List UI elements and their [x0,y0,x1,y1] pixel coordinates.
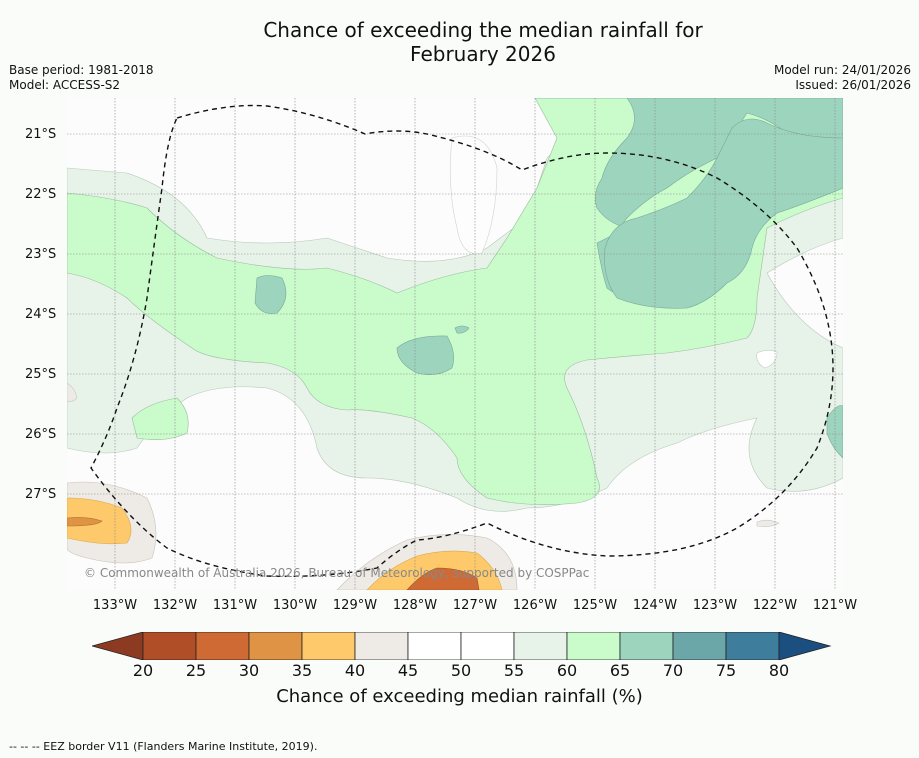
colorbar-tick: 35 [291,661,313,680]
graticule [67,98,843,590]
colorbar-tick: 45 [397,661,419,680]
colorbar-cell [142,632,197,660]
lat-label-25: 25°S [25,367,57,382]
lon-label-132: 132°W [152,598,198,613]
lon-label-127: 127°W [452,598,498,613]
colorbar-tick: 75 [715,661,737,680]
region-65-70-e [454,325,470,334]
lon-label-122: 122°W [752,598,798,613]
colorbar-label: Chance of exceeding median rainfall (%) [276,686,643,707]
colorbar-tick: 60 [556,661,578,680]
lon-label-124: 124°W [632,598,678,613]
colorbar-tick: 65 [609,661,631,680]
colorbar-tick: 30 [238,661,260,680]
base-period: Base period: 1981-2018 [9,63,154,77]
colorbar-cell [725,632,780,660]
lon-label-121: 121°W [812,598,858,613]
colorbar-tick: 20 [132,661,154,680]
colorbar-tick: 55 [503,661,525,680]
meta-left: Base period: 1981-2018 Model: ACCESS-S2 [9,63,154,93]
lat-label-24: 24°S [25,307,57,322]
lat-label-26: 26°S [25,427,57,442]
colorbar-cell [248,632,303,660]
lon-label-128: 128°W [392,598,438,613]
contour-small-c [67,382,78,402]
contour-small-b [756,519,780,527]
lon-label-133: 133°W [92,598,138,613]
lat-label-23: 23°S [25,247,57,262]
lon-label-131: 131°W [212,598,258,613]
region-65-70-b [604,118,843,309]
map-title: Chance of exceeding the median rainfall … [0,18,919,66]
footnote-eez: -- -- -- EEZ border V11 (Flanders Marine… [9,740,318,753]
lon-label-125: 125°W [572,598,618,613]
colorbar-cell [407,632,462,660]
eez-border [90,104,834,578]
colorbar-cell [301,632,356,660]
colorbar-cell [619,632,674,660]
lon-label-126: 126°W [512,598,558,613]
colorbar-cell [672,632,727,660]
lat-label-27: 27°S [25,487,57,502]
colorbar-extend-low [92,632,144,660]
colorbar-extend-high [778,632,832,660]
lon-label-129: 129°W [332,598,378,613]
colorbar-tick: 50 [450,661,472,680]
copyright-notice: © Commonwealth of Australia 2026, Bureau… [84,566,590,580]
region-60-65-left [131,397,189,440]
colorbar-tick: 70 [662,661,684,680]
title-line-1: Chance of exceeding the median rainfall … [263,18,703,42]
colorbar-cell [513,632,568,660]
model-run: Model run: 24/01/2026 [773,63,911,77]
contour-small-a [756,349,778,369]
lon-label-123: 123°W [692,598,738,613]
region-25-30-left [67,517,103,527]
colorbar-cell [460,632,515,660]
region-20-30-center [406,567,480,590]
issued-date: Issued: 26/01/2026 [795,78,911,92]
colorbar-tick: 25 [185,661,207,680]
colorbar-cell [354,632,409,660]
lon-label-130: 130°W [272,598,318,613]
map-svg [67,98,843,590]
colorbar-tick: 40 [344,661,366,680]
colorbar-cell [566,632,621,660]
colorbar-cell [195,632,250,660]
region-65-70-d [396,335,454,375]
map-area [67,98,843,590]
colorbar [92,632,832,660]
lat-label-21: 21°S [25,127,57,142]
region-60-65 [67,98,843,505]
title-line-2: February 2026 [410,42,556,66]
lat-label-22: 22°S [25,187,57,202]
region-65-70-c [254,275,287,314]
region-45-55 [450,135,498,255]
model-name: Model: ACCESS-S2 [9,78,121,92]
meta-right: Model run: 24/01/2026 Issued: 26/01/2026 [774,63,911,93]
colorbar-tick: 80 [768,661,790,680]
